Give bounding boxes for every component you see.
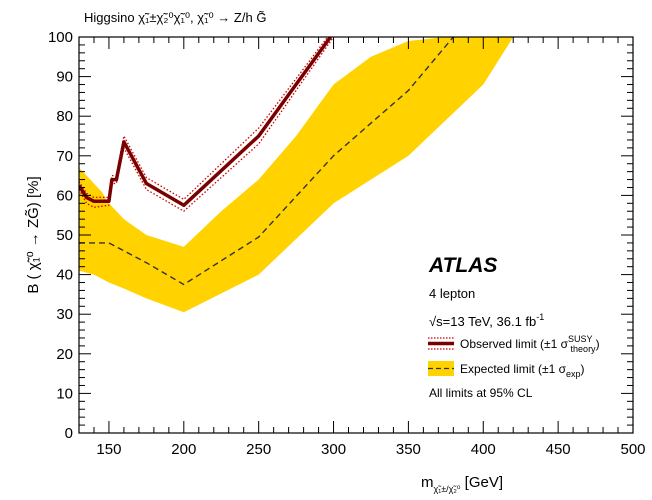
energy-sqrt: √s: [429, 314, 443, 329]
energy-label: √s=13 TeV, 36.1 fb-1: [429, 312, 544, 329]
legend-observed-swatch: [428, 337, 454, 350]
observed-theory-band-line: [79, 37, 335, 212]
x-axis-label-subscript: χ̃₁±/χ̃₂⁰: [433, 484, 460, 494]
y-tick-label: 40: [56, 267, 73, 284]
channel-label: 4 lepton: [429, 286, 475, 301]
x-tick-label: 350: [396, 441, 421, 458]
expected-band: [79, 37, 514, 313]
y-tick-label: 30: [56, 306, 73, 323]
x-tick-label: 150: [96, 441, 121, 458]
x-tick-label: 450: [546, 441, 571, 458]
x-tick-label: 250: [246, 441, 271, 458]
chart-title-process: χ̃₁±χ̃₂⁰χ̃₁⁰, χ̃₁⁰ → Z/h G̃: [138, 10, 266, 25]
legend-expected-end: ): [581, 362, 585, 376]
x-tick-label: 200: [171, 441, 196, 458]
legend-observed-end: ): [596, 337, 600, 351]
band-layer: [79, 37, 514, 313]
atlas-label: ATLAS: [428, 254, 497, 277]
legend-expected-main: Expected limit (±1 σ: [460, 362, 567, 376]
chart-title: Higgsino χ̃₁±χ̃₂⁰χ̃₁⁰, χ̃₁⁰ → Z/h G̃: [84, 10, 266, 25]
legend-observed-sub: theory: [571, 344, 597, 354]
x-tick-label: 400: [471, 441, 496, 458]
legend-observed-sup: SUSY: [568, 334, 593, 344]
legend-expected-sub: exp: [566, 369, 581, 379]
x-axis-label: mχ̃₁±/χ̃₂⁰ [GeV]: [421, 474, 503, 494]
observed-limit-line: [79, 37, 332, 208]
x-axis-label-unit: [GeV]: [461, 474, 504, 491]
y-axis-label: B ( χ̃₁⁰ → ZG̃) [%]: [25, 176, 42, 293]
cl-note: All limits at 95% CL: [429, 386, 533, 400]
legend-observed-main: Observed limit (±1 σ: [460, 337, 569, 351]
y-tick-label: 0: [65, 425, 73, 442]
y-tick-label: 10: [56, 385, 73, 402]
y-tick-label: 60: [56, 187, 73, 204]
y-tick-label: 90: [56, 69, 73, 86]
y-tick-label: 70: [56, 148, 73, 165]
y-tick-label: 80: [56, 108, 73, 125]
energy-text: =13 TeV, 36.1 fb: [443, 314, 537, 329]
legend: Observed limit (±1 σSUSY theory) Expected…: [428, 334, 600, 400]
x-tick-label: 500: [620, 441, 645, 458]
y-tick-label: 20: [56, 346, 73, 363]
legend-observed-label: Observed limit (±1 σSUSY theory): [460, 334, 600, 354]
lines-layer: [79, 37, 454, 286]
chart-title-main: Higgsino: [84, 10, 138, 25]
expected-limit-line: [79, 37, 454, 286]
ticks-layer: 150 200 250 300 350 400 450 500 0 10 20 30 40 50 60 70 8…: [48, 29, 646, 458]
y-tick-label: 50: [56, 227, 73, 244]
legend-expected-swatch: [428, 361, 454, 376]
x-tick-label: 300: [321, 441, 346, 458]
energy-sup: -1: [536, 312, 544, 322]
legend-expected-label: Expected limit (±1 σexp): [460, 362, 585, 379]
y-tick-label: 100: [48, 29, 73, 46]
x-axis-label-main: m: [421, 474, 434, 491]
